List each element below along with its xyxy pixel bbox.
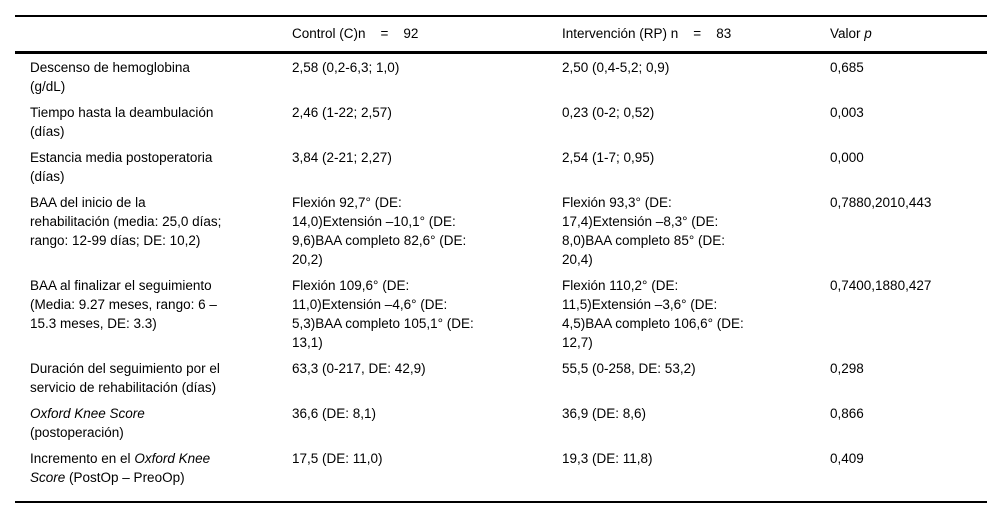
cell-p-value: 0,409 bbox=[830, 445, 987, 503]
header-row: Control (C)n = 92 Intervención (RP) n = 8… bbox=[15, 15, 987, 54]
text-segment: Valor bbox=[830, 26, 865, 41]
cell-control-value: 3,84 (2-21; 2,27) bbox=[292, 144, 562, 189]
text-segment: 0,7880,2010,443 bbox=[830, 195, 932, 210]
cell-p-value: 0,685 bbox=[830, 53, 987, 100]
text-segment: 36,6 (DE: 8,1) bbox=[292, 406, 377, 421]
cell-p-value: 0,298 bbox=[830, 355, 987, 400]
text-segment: BAA del inicio de la rehabilitación (med… bbox=[30, 195, 222, 248]
text-segment: 2,50 (0,4-5,2; 0,9) bbox=[562, 60, 670, 75]
cell-intervention-value: Flexión 110,2° (DE: 11,5)Extensión –3,6°… bbox=[562, 272, 830, 355]
table-row: Tiempo hasta la deambulación (días) 2,46 … bbox=[15, 99, 987, 144]
text-segment: Intervención (RP) n = 83 bbox=[562, 26, 732, 41]
text-segment: (PostOp – PreoOp) bbox=[65, 470, 185, 485]
cell-intervention-value: 36,9 (DE: 8,6) bbox=[562, 400, 830, 445]
italic-text: Oxford Knee Score bbox=[30, 406, 145, 421]
cell-intervention-value: 2,54 (1-7; 0,95) bbox=[562, 144, 830, 189]
cell-row-label: BAA del inicio de la rehabilitación (med… bbox=[15, 189, 292, 272]
cell-intervention-value: Flexión 93,3° (DE: 17,4)Extensión –8,3° … bbox=[562, 189, 830, 272]
text-segment: 2,46 (1-22; 2,57) bbox=[292, 105, 392, 120]
text-segment: 0,866 bbox=[830, 406, 864, 421]
cell-control-value: Flexión 109,6° (DE: 11,0)Extensión –4,6°… bbox=[292, 272, 562, 355]
cell-control-value: Flexión 92,7° (DE: 14,0)Extensión –10,1°… bbox=[292, 189, 562, 272]
text-segment: Duración del seguimiento por el servicio… bbox=[30, 361, 220, 395]
text-segment: Flexión 110,2° (DE: 11,5)Extensión –3,6°… bbox=[562, 278, 744, 350]
cell-row-label: Duración del seguimiento por el servicio… bbox=[15, 355, 292, 400]
table-row: Incremento en el Oxford Knee Score (Post… bbox=[15, 445, 987, 503]
text-segment: 55,5 (0-258, DE: 53,2) bbox=[562, 361, 696, 376]
text-segment: 0,7400,1880,427 bbox=[830, 278, 932, 293]
text-segment: (postoperación) bbox=[30, 425, 124, 440]
text-segment: Tiempo hasta la deambulación (días) bbox=[30, 105, 214, 139]
cell-control-value: 2,46 (1-22; 2,57) bbox=[292, 99, 562, 144]
column-header-p-value: Valor p bbox=[830, 15, 987, 54]
table-row: BAA al finalizar el seguimiento (Media: … bbox=[15, 272, 987, 355]
column-header-control: Control (C)n = 92 bbox=[292, 15, 562, 54]
table-row: Duración del seguimiento por el servicio… bbox=[15, 355, 987, 400]
column-header-row-label bbox=[15, 15, 292, 54]
text-segment: 0,003 bbox=[830, 105, 864, 120]
cell-row-label: Estancia media postoperatoria (días) bbox=[15, 144, 292, 189]
text-segment: 0,23 (0-2; 0,52) bbox=[562, 105, 655, 120]
text-segment: Descenso de hemoglobina (g/dL) bbox=[30, 60, 190, 94]
cell-row-label: Descenso de hemoglobina (g/dL) bbox=[15, 53, 292, 100]
results-table: Control (C)n = 92 Intervención (RP) n = 8… bbox=[15, 15, 987, 503]
cell-row-label: BAA al finalizar el seguimiento (Media: … bbox=[15, 272, 292, 355]
cell-p-value: 0,866 bbox=[830, 400, 987, 445]
cell-p-value: 0,7400,1880,427 bbox=[830, 272, 987, 355]
italic-text: p bbox=[864, 26, 872, 41]
text-segment: 0,298 bbox=[830, 361, 864, 376]
cell-intervention-value: 19,3 (DE: 11,8) bbox=[562, 445, 830, 503]
text-segment: Incremento en el bbox=[30, 451, 135, 466]
text-segment: 0,000 bbox=[830, 150, 864, 165]
text-segment: 17,5 (DE: 11,0) bbox=[292, 451, 383, 466]
table-row: Estancia media postoperatoria (días) 3,84… bbox=[15, 144, 987, 189]
cell-intervention-value: 55,5 (0-258, DE: 53,2) bbox=[562, 355, 830, 400]
text-segment: Flexión 93,3° (DE: 17,4)Extensión –8,3° … bbox=[562, 195, 725, 267]
column-header-intervention: Intervención (RP) n = 83 bbox=[562, 15, 830, 54]
text-segment: 0,409 bbox=[830, 451, 864, 466]
cell-control-value: 63,3 (0-217, DE: 42,9) bbox=[292, 355, 562, 400]
text-segment: Flexión 92,7° (DE: 14,0)Extensión –10,1°… bbox=[292, 195, 467, 267]
text-segment: Control (C)n = 92 bbox=[292, 26, 419, 41]
cell-p-value: 0,003 bbox=[830, 99, 987, 144]
text-segment: BAA al finalizar el seguimiento (Media: … bbox=[30, 278, 217, 331]
table-row: BAA del inicio de la rehabilitación (med… bbox=[15, 189, 987, 272]
text-segment: Estancia media postoperatoria (días) bbox=[30, 150, 213, 184]
cell-intervention-value: 0,23 (0-2; 0,52) bbox=[562, 99, 830, 144]
cell-control-value: 2,58 (0,2-6,3; 1,0) bbox=[292, 53, 562, 100]
cell-p-value: 0,7880,2010,443 bbox=[830, 189, 987, 272]
text-segment: Flexión 109,6° (DE: 11,0)Extensión –4,6°… bbox=[292, 278, 474, 350]
cell-row-label: Incremento en el Oxford Knee Score (Post… bbox=[15, 445, 292, 503]
table-body: Descenso de hemoglobina (g/dL) 2,58 (0,2-… bbox=[15, 53, 987, 503]
cell-row-label: Oxford Knee Score (postoperación) bbox=[15, 400, 292, 445]
text-segment: 63,3 (0-217, DE: 42,9) bbox=[292, 361, 426, 376]
text-segment: 36,9 (DE: 8,6) bbox=[562, 406, 647, 421]
italic-text: Oxford Knee Score bbox=[30, 451, 211, 485]
text-segment: 2,58 (0,2-6,3; 1,0) bbox=[292, 60, 400, 75]
text-segment: 3,84 (2-21; 2,27) bbox=[292, 150, 392, 165]
cell-control-value: 17,5 (DE: 11,0) bbox=[292, 445, 562, 503]
table-row: Oxford Knee Score (postoperación) 36,6 (D… bbox=[15, 400, 987, 445]
cell-control-value: 36,6 (DE: 8,1) bbox=[292, 400, 562, 445]
document-page: Control (C)n = 92 Intervención (RP) n = 8… bbox=[15, 15, 987, 503]
text-segment: 19,3 (DE: 11,8) bbox=[562, 451, 653, 466]
cell-row-label: Tiempo hasta la deambulación (días) bbox=[15, 99, 292, 144]
table-row: Descenso de hemoglobina (g/dL) 2,58 (0,2-… bbox=[15, 53, 987, 100]
cell-intervention-value: 2,50 (0,4-5,2; 0,9) bbox=[562, 53, 830, 100]
cell-p-value: 0,000 bbox=[830, 144, 987, 189]
text-segment: 0,685 bbox=[830, 60, 864, 75]
text-segment: 2,54 (1-7; 0,95) bbox=[562, 150, 655, 165]
